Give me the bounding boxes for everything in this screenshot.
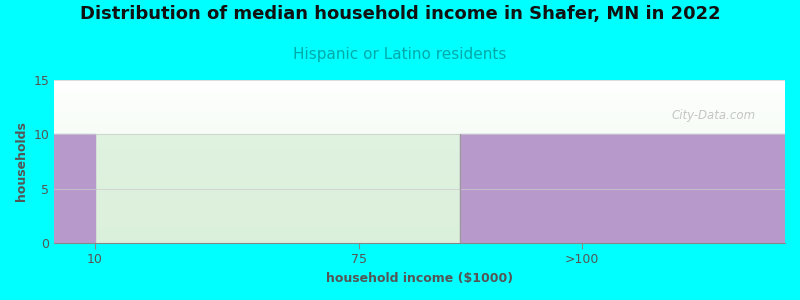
- Bar: [95, 134, 460, 243]
- Bar: [54, 134, 95, 243]
- Text: Hispanic or Latino residents: Hispanic or Latino residents: [294, 46, 506, 62]
- Text: City-Data.com: City-Data.com: [672, 109, 756, 122]
- Text: Distribution of median household income in Shafer, MN in 2022: Distribution of median household income …: [80, 4, 720, 22]
- Y-axis label: households: households: [15, 122, 28, 202]
- X-axis label: household income ($1000): household income ($1000): [326, 272, 514, 285]
- Bar: [460, 134, 785, 243]
